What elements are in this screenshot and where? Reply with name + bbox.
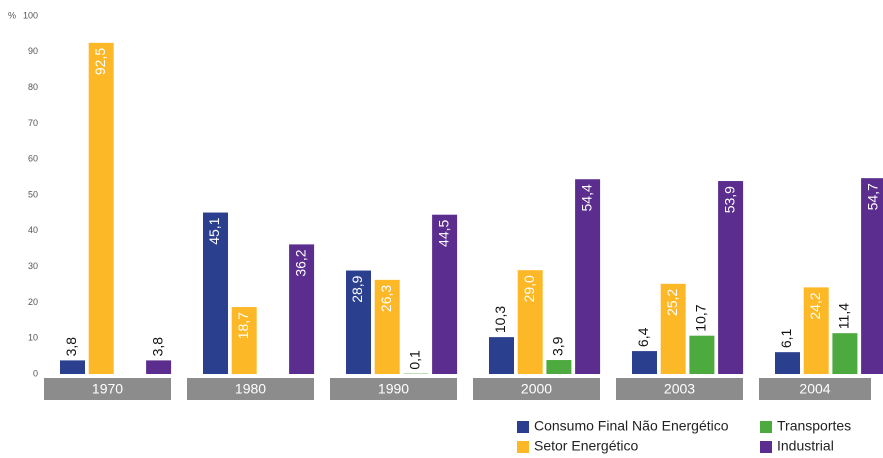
value-label: 44,5: [435, 219, 451, 246]
legend-label: Consumo Final Não Energético: [534, 418, 729, 434]
value-label: 0,1: [407, 350, 423, 370]
y-tick-label: 20: [28, 297, 38, 307]
y-tick-label: 0: [33, 368, 38, 378]
bar: [718, 181, 744, 374]
bar: [546, 360, 572, 374]
category-box: [616, 378, 743, 400]
bar: [803, 287, 829, 374]
x-tick-label: 2004: [799, 381, 830, 397]
y-tick-label: 10: [28, 333, 38, 343]
value-label: 6,1: [778, 328, 794, 348]
value-label: 29,0: [521, 275, 537, 302]
value-label: 28,9: [349, 275, 365, 302]
y-tick-label: 30: [28, 261, 38, 271]
bar: [861, 178, 883, 374]
bar: [432, 214, 458, 374]
value-label: 45,1: [206, 217, 222, 244]
category-box: [759, 378, 871, 400]
legend-label: Transportes: [777, 418, 851, 434]
category-box: [187, 378, 314, 400]
y-axis-label: %: [8, 10, 16, 20]
value-label: 11,4: [836, 303, 852, 329]
legend-label: Industrial: [777, 438, 834, 454]
bar: [146, 360, 172, 374]
legend-swatch: [517, 421, 529, 433]
y-tick-label: 60: [28, 154, 38, 164]
bar: [374, 279, 400, 374]
bar: [231, 307, 257, 374]
bar: [60, 360, 85, 374]
bar: [289, 244, 315, 374]
category-box: [330, 378, 457, 400]
x-tick-label: 2000: [521, 381, 552, 397]
value-label: 3,9: [550, 336, 566, 356]
value-label: 26,3: [378, 285, 394, 312]
value-label: 10,3: [492, 306, 508, 333]
value-label: 54,4: [578, 184, 594, 211]
x-tick-label: 1980: [235, 381, 266, 397]
legend-swatch: [760, 441, 772, 453]
value-label: 54,7: [864, 183, 880, 210]
value-label: 25,2: [664, 289, 680, 316]
bar: [517, 270, 543, 374]
value-label: 6,4: [635, 327, 651, 347]
legend-label: Setor Energético: [534, 438, 638, 454]
y-tick-label: 100: [23, 10, 38, 20]
bar: [489, 337, 514, 374]
bar: [660, 283, 686, 374]
value-label: 10,7: [693, 304, 709, 331]
x-tick-label: 1970: [92, 381, 123, 397]
bar: [203, 212, 228, 374]
value-label: 24,2: [807, 292, 823, 319]
legend-swatch: [760, 421, 772, 433]
category-box: [473, 378, 600, 400]
legend-swatch: [517, 441, 529, 453]
category-box: [44, 378, 171, 400]
value-label: 3,8: [149, 337, 165, 357]
value-label: 18,7: [235, 312, 251, 339]
bar: [88, 42, 114, 374]
bar: [832, 333, 858, 374]
bar: [346, 270, 371, 374]
y-tick-label: 40: [28, 225, 38, 235]
bar: [632, 351, 657, 374]
x-tick-label: 2003: [664, 381, 695, 397]
y-tick-label: 70: [28, 118, 38, 128]
value-label: 36,2: [292, 249, 308, 276]
value-label: 3,8: [63, 337, 79, 357]
value-label: 92,5: [92, 48, 108, 75]
bar: [689, 335, 715, 374]
x-tick-label: 1990: [378, 381, 409, 397]
y-tick-label: 50: [28, 189, 38, 199]
bar: [775, 352, 800, 374]
y-tick-label: 90: [28, 46, 38, 56]
bar: [575, 179, 601, 374]
value-label: 53,9: [721, 186, 737, 213]
y-tick-label: 80: [28, 82, 38, 92]
